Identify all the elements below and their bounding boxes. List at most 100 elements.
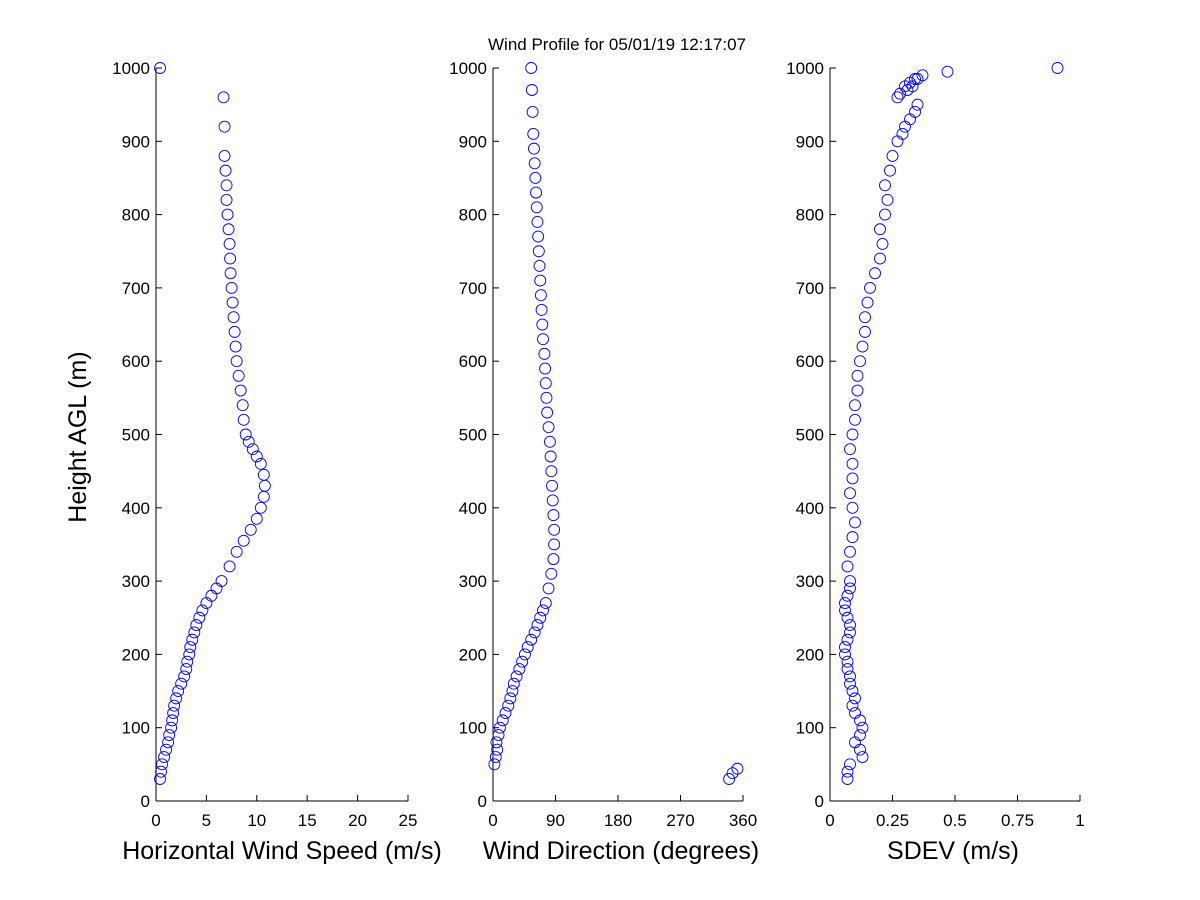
data-point [839, 597, 851, 610]
data-point [841, 633, 854, 646]
data-point [507, 677, 520, 690]
data-point [254, 457, 267, 470]
data-point [539, 362, 552, 375]
data-point [844, 443, 856, 456]
y-axis-title: Height AGL (m) [64, 351, 92, 522]
ticks-sdev: 0 0.25 0.5 0.75 1 0 100 200 300 400 500 600 700 800 90… [786, 59, 1085, 830]
data-point [849, 707, 861, 719]
y-tick-label-speed: 1000 [112, 59, 150, 78]
figure-title: Wind Profile for 05/01/19 12:17:07 [488, 35, 746, 54]
data-point [854, 714, 866, 727]
panel-wind-direction: Wind Direction (degrees) 0 90 180 270 360 0 10… [449, 59, 759, 865]
x-tick-label-speed: 25 [399, 811, 418, 830]
x-tick-label-speed: 10 [247, 811, 266, 830]
data-point [879, 179, 891, 192]
data-point [168, 699, 181, 712]
data-point [491, 743, 504, 756]
data-point [723, 773, 736, 785]
data-point [490, 736, 503, 749]
data-point [525, 633, 538, 646]
data-point [849, 736, 861, 749]
data-point [488, 758, 501, 771]
data-point [841, 655, 854, 668]
data-point [891, 91, 904, 104]
data-point [854, 355, 866, 368]
data-point [220, 193, 233, 206]
data-point [513, 663, 526, 676]
data-point [534, 611, 547, 624]
data-point [493, 721, 506, 734]
data-point [190, 619, 203, 632]
data-point [163, 729, 176, 741]
x-axis-title-sdev: SDEV (m/s) [887, 837, 1019, 865]
y-tick-label-direction: 600 [459, 352, 487, 371]
data-point [849, 692, 861, 705]
data-point [909, 106, 921, 118]
data-point [539, 597, 552, 610]
data-point [841, 560, 854, 573]
data-point [186, 633, 199, 646]
data-point [518, 648, 531, 661]
data-point [546, 479, 558, 492]
data-point [162, 736, 175, 749]
y-tick-label-direction: 900 [459, 132, 487, 151]
x-tick-label-direction: 90 [546, 811, 565, 830]
data-point [226, 296, 239, 309]
y-tick-label-sdev: 0 [815, 792, 824, 811]
y-tick-label-sdev: 400 [796, 499, 824, 518]
data-point [228, 325, 241, 338]
y-tick-label-sdev: 1000 [786, 59, 824, 78]
y-tick-label-direction: 200 [459, 645, 487, 664]
data-point [230, 545, 243, 558]
y-tick-label-sdev: 100 [796, 719, 824, 738]
y-tick-label-direction: 500 [459, 426, 487, 445]
data-point [854, 743, 866, 756]
data-point [731, 762, 744, 775]
data-point [257, 468, 270, 481]
data-point [530, 186, 543, 199]
data-point [844, 619, 856, 632]
data-point [846, 472, 859, 485]
data-point [841, 773, 854, 785]
markers-sdev [839, 62, 1064, 785]
data-point [849, 413, 861, 426]
data-point [227, 311, 240, 324]
ticks-speed: 0 5 10 15 20 25 0 100 200 300 400 500 600 700 800 900 10… [112, 59, 417, 830]
data-point [532, 245, 545, 258]
x-tick-label-speed: 5 [202, 811, 211, 830]
data-point [876, 237, 889, 250]
data-point [547, 553, 560, 566]
y-tick-label-speed: 200 [122, 645, 150, 664]
data-point [528, 157, 541, 170]
y-tick-label-speed: 700 [122, 279, 150, 298]
data-point [846, 531, 859, 544]
data-point [538, 347, 551, 360]
y-tick-label-direction: 800 [459, 206, 487, 225]
data-point [154, 773, 166, 785]
data-point [849, 399, 861, 412]
data-point [160, 743, 173, 756]
data-point [899, 80, 911, 93]
data-point [854, 729, 866, 741]
y-tick-label-speed: 900 [122, 132, 150, 151]
x-tick-label-speed: 20 [348, 811, 367, 830]
data-point [232, 369, 245, 382]
data-point [856, 751, 869, 763]
data-point [170, 692, 183, 705]
data-point [244, 523, 257, 536]
data-point [891, 135, 904, 148]
data-point [844, 626, 856, 639]
data-point [541, 406, 554, 419]
data-point [242, 435, 255, 448]
x-tick-label-direction: 270 [666, 811, 694, 830]
data-point [881, 193, 894, 206]
data-point [859, 311, 871, 324]
data-point [528, 626, 541, 639]
y-tick-label-speed: 300 [122, 572, 150, 591]
data-point [542, 582, 555, 595]
y-tick-label-speed: 600 [122, 352, 150, 371]
data-point [223, 237, 236, 250]
data-point [496, 714, 509, 727]
data-point [536, 318, 549, 331]
markers-direction [488, 62, 744, 785]
